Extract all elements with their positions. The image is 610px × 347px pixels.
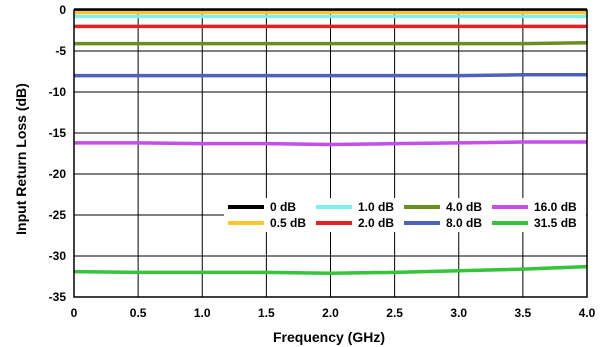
y-tick-label: 0 [59,3,66,17]
legend-label: 2.0 dB [358,216,394,230]
x-tick-label: 0.5 [130,306,147,320]
x-tick-label: 3.0 [450,306,467,320]
legend-label: 16.0 dB [534,200,577,214]
x-tick-label: 1.5 [258,306,275,320]
y-tick-label: -15 [49,126,67,140]
x-tick-label: 4.0 [579,306,596,320]
legend-label: 4.0 dB [446,200,482,214]
legend-label: 0 dB [270,200,296,214]
series-line [74,73,587,78]
y-axis-label: Input Return Loss (dB) [13,83,29,235]
series-line [74,41,588,46]
tick-labels: 0 0.5 1.0 1.5 2.0 2.5 3.0 3.5 4.0 0 -5 -10 -15 -20 -25… [49,3,596,320]
x-tick-label: 1.0 [194,306,211,320]
legend-box [224,198,586,232]
legend-label: 0.5 dB [270,216,306,230]
y-tick-label: -20 [49,167,67,181]
legend-label: 8.0 dB [446,216,482,230]
y-tick-label: -5 [55,44,66,58]
axes [73,9,588,298]
x-tick-label: 2.0 [322,306,339,320]
legend-label: 1.0 dB [358,200,394,214]
series-line [74,140,587,147]
y-tick-label: -25 [49,208,67,222]
x-tick-label: 3.5 [515,306,532,320]
series-line [73,264,588,275]
legend-label: 31.5 dB [534,216,577,230]
x-axis-label: Frequency (GHz) [273,329,385,345]
plot-frame [73,9,588,298]
legend: 0 dB 1.0 dB 4.0 dB 16.0 dB 0.5 dB 2.0 dB 8.0 d… [224,198,586,232]
x-tick-label: 0 [71,306,78,320]
grid [73,9,588,298]
x-tick-label: 2.5 [386,306,403,320]
y-tick-label: -30 [49,249,67,263]
y-tick-label: -10 [49,85,67,99]
y-tick-label: -35 [49,290,67,304]
